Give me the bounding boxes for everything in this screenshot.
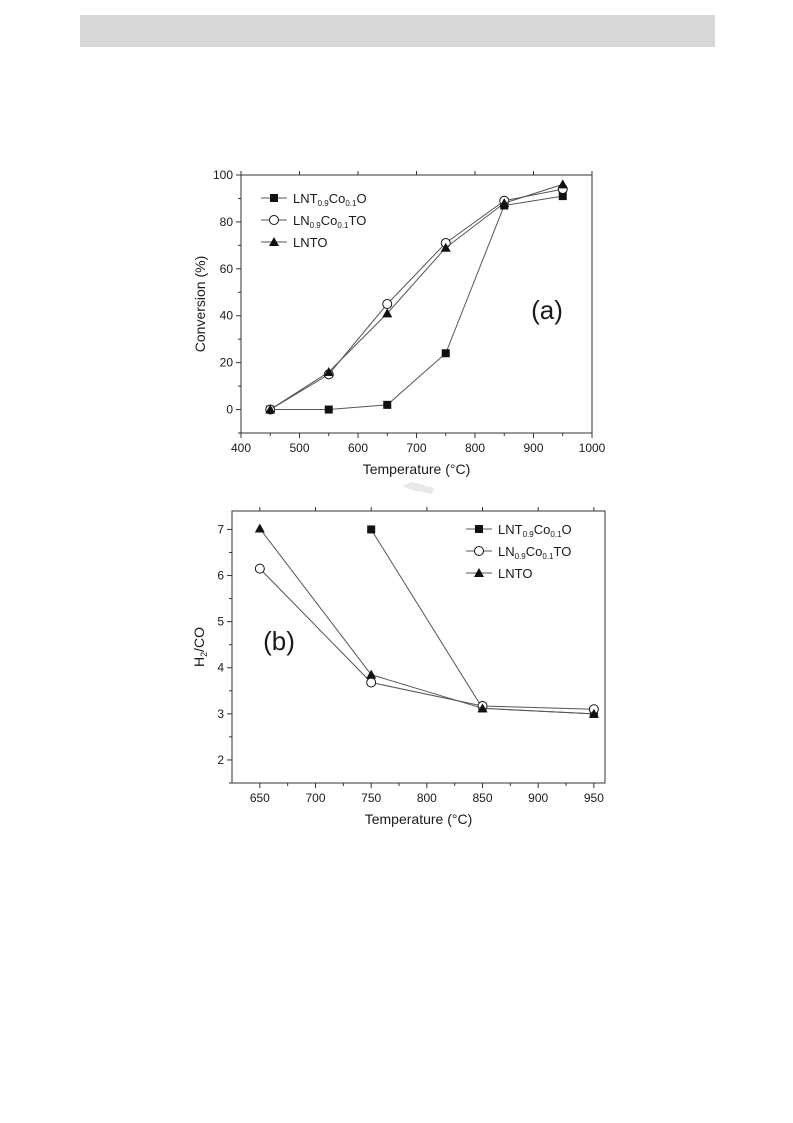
- h2-co-ratio-chart: 650 700 750 800 850 900 950 2 3 4 5 6 7 Temperature (…: [191, 507, 606, 827]
- chartb-x-axis-title: Temperature (°C): [365, 811, 473, 827]
- chartb-series-2-point: [366, 677, 377, 688]
- conversion-chart: 400 500 600 700 800 900 1000 0 20 40 60 80 100 Temper…: [192, 168, 606, 477]
- charta-x-axis-title: Temperature (°C): [363, 461, 471, 477]
- charta-series-3-point: [323, 367, 334, 377]
- charta-x-tick-label: 500: [289, 441, 309, 455]
- charta-legend-marker-2: [269, 215, 279, 225]
- charta-x-tick-label: 700: [406, 441, 426, 455]
- charta-x-tick-label: 400: [231, 441, 251, 455]
- charta-x-tick-label: 600: [348, 441, 368, 455]
- page-header-bar: [80, 15, 715, 47]
- chartb-y-tick-label: 5: [217, 615, 224, 629]
- chartb-x-tick-label: 700: [305, 791, 325, 805]
- charta-series-3-point: [440, 242, 451, 252]
- charta-series-3-point: [499, 198, 510, 208]
- legend-label-2: LN0.9Co0.1TO: [498, 544, 571, 561]
- charta-series-line-2: [269, 188, 563, 410]
- legend-label-2: LN0.9Co0.1TO: [293, 213, 366, 230]
- charta-legend-marker-1: [270, 194, 278, 202]
- charta-y-tick-label: 100: [213, 168, 233, 182]
- charta-x-tick-label: 900: [523, 441, 543, 455]
- charta-series-line-1: [270, 195, 563, 411]
- charta-panel-label: (a): [531, 295, 563, 325]
- chartb-series-3-point: [588, 708, 599, 718]
- chartb-x-tick-label: 750: [361, 791, 381, 805]
- legend-label-3: LNTO: [293, 235, 327, 250]
- chartb-x-tick-label: 950: [584, 791, 604, 805]
- chartb-y-tick-label: 7: [217, 522, 224, 536]
- charta-series-2-point: [382, 299, 393, 309]
- charta-series-1-point: [441, 349, 450, 358]
- chartb-series-3-point: [254, 523, 265, 533]
- chartb-legend-marker-2: [474, 546, 484, 556]
- charta-series-3-point: [557, 179, 568, 189]
- charta-y-tick-label: 20: [220, 356, 234, 370]
- chartb-x-tick-label: 900: [528, 791, 548, 805]
- charta-y-axis-title: Conversion (%): [192, 256, 208, 352]
- charta-x-tick-label: 1000: [579, 441, 606, 455]
- chartb-series-line-3: [259, 528, 594, 715]
- charta-y-tick-label: 80: [220, 215, 234, 229]
- chart-panel-a: 400 500 600 700 800 900 1000 0 20 40 60 80 100 Temper…: [184, 163, 609, 488]
- chartb-y-tick-label: 4: [217, 661, 224, 675]
- chartb-series-3-point: [366, 669, 377, 679]
- charta-y-tick-label: 40: [220, 309, 234, 323]
- chartb-plot-frame: [231, 510, 606, 784]
- legend-label-1: LNT0.9Co0.1O: [293, 191, 367, 208]
- chartb-series-1-point: [367, 525, 376, 534]
- legend-label-3: LNTO: [498, 566, 532, 581]
- chartb-x-tick-label: 800: [417, 791, 437, 805]
- charta-series-1-point: [558, 192, 567, 201]
- charta-series-1-point: [324, 405, 333, 414]
- chartb-legend-marker-3: [474, 568, 484, 577]
- charta-y-tick-label: 0: [226, 403, 233, 417]
- charta-x-tick-label: 800: [465, 441, 485, 455]
- chartb-y-tick-label: 3: [217, 707, 224, 721]
- charta-legend-marker-3: [269, 237, 279, 246]
- chartb-series-2-point: [254, 563, 265, 574]
- charta-y-tick-label: 60: [220, 262, 234, 276]
- watermark-arrow-icon: [402, 482, 434, 494]
- chartb-x-tick-label: 650: [250, 791, 270, 805]
- chartb-y-axis-title: H2/CO: [191, 627, 209, 667]
- charta-series-3-point: [382, 308, 393, 318]
- chartb-x-tick-label: 850: [473, 791, 493, 805]
- charta-series-3-point: [265, 404, 276, 414]
- chartb-series-line-2: [259, 568, 594, 710]
- charta-series-line-3: [269, 183, 563, 410]
- chartb-panel-label: (b): [263, 626, 295, 656]
- chartb-series-3-point: [477, 703, 488, 713]
- chartb-y-tick-label: 2: [217, 753, 224, 767]
- chartb-legend-marker-1: [475, 525, 483, 533]
- chartb-y-tick-label: 6: [217, 569, 224, 583]
- legend-label-1: LNT0.9Co0.1O: [498, 522, 572, 539]
- chart-panel-b: 650 700 750 800 850 900 950 2 3 4 5 6 7 Temperature (…: [184, 505, 609, 837]
- charta-series-1-point: [383, 400, 392, 409]
